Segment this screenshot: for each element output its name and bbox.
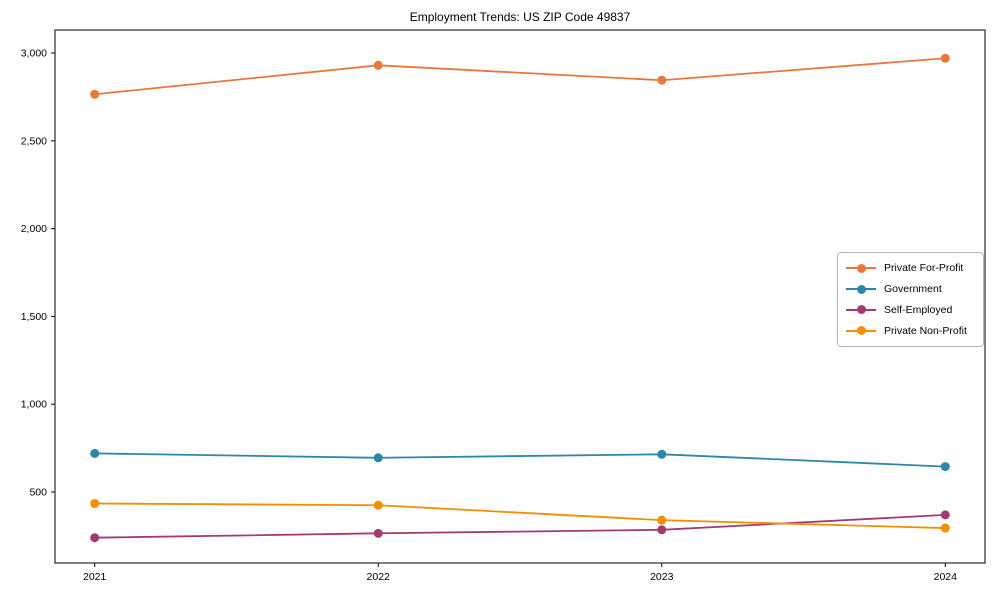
legend-line-marker-icon bbox=[846, 284, 876, 294]
data-point-marker bbox=[940, 523, 950, 533]
legend-item-private-non-profit: Private Non-Profit bbox=[846, 320, 975, 341]
x-tick-label: 2022 bbox=[367, 571, 391, 583]
y-tick-label: 2,500 bbox=[21, 135, 47, 147]
legend-item-self-employed: Self-Employed bbox=[846, 300, 975, 321]
data-point-marker bbox=[373, 60, 383, 70]
y-tick-label: 1,500 bbox=[21, 311, 47, 323]
x-tick-label: 2024 bbox=[934, 571, 958, 583]
data-point-marker bbox=[940, 462, 950, 472]
series-line bbox=[94, 452, 946, 468]
data-point-marker bbox=[90, 533, 100, 543]
data-point-marker bbox=[940, 510, 950, 520]
data-point-marker bbox=[90, 448, 100, 458]
data-point-marker bbox=[90, 89, 100, 99]
data-point-marker bbox=[657, 75, 667, 85]
legend-label: Self-Employed bbox=[884, 303, 953, 316]
legend-line-marker-icon bbox=[846, 326, 876, 336]
x-tick-label: 2023 bbox=[650, 571, 674, 583]
legend-label: Government bbox=[884, 283, 942, 296]
series-line bbox=[94, 513, 946, 539]
y-tick-label: 500 bbox=[29, 487, 47, 499]
data-point-marker bbox=[373, 528, 383, 538]
plot-frame bbox=[54, 29, 986, 564]
legend-label: Private For-Profit bbox=[884, 262, 964, 275]
data-point-marker bbox=[940, 53, 950, 63]
y-tick-label: 2,000 bbox=[21, 223, 47, 235]
chart-title: Employment Trends: US ZIP Code 49837 bbox=[409, 10, 631, 24]
y-tick-label: 1,000 bbox=[21, 399, 47, 411]
data-point-marker bbox=[657, 515, 667, 525]
data-point-marker bbox=[373, 453, 383, 463]
legend-item-government: Government bbox=[846, 279, 975, 300]
legend-item-private-for-profit: Private For-Profit bbox=[846, 258, 975, 279]
data-point-marker bbox=[657, 525, 667, 535]
y-tick-label: 3,000 bbox=[21, 48, 47, 60]
legend-label: Private Non-Profit bbox=[884, 324, 967, 337]
x-tick-label: 2021 bbox=[83, 571, 107, 583]
legend-line-marker-icon bbox=[846, 263, 876, 273]
series-line bbox=[94, 57, 946, 96]
data-point-marker bbox=[373, 500, 383, 510]
series-line bbox=[94, 502, 946, 529]
legend-line-marker-icon bbox=[846, 305, 876, 315]
data-point-marker bbox=[90, 498, 100, 508]
legend: Private For-Profit Government Self-Emplo… bbox=[837, 252, 984, 347]
data-point-marker bbox=[657, 449, 667, 459]
